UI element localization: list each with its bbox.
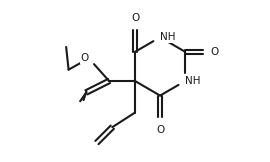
Text: O: O (210, 47, 219, 57)
Text: O: O (80, 53, 89, 63)
Text: NH: NH (160, 32, 176, 42)
Text: O: O (156, 125, 164, 135)
Text: O: O (131, 13, 139, 23)
Text: NH: NH (185, 76, 201, 86)
